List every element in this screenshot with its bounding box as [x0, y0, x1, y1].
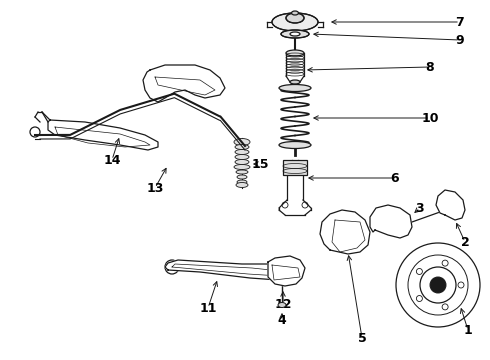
Ellipse shape	[235, 154, 249, 159]
Text: 15: 15	[251, 158, 269, 171]
Ellipse shape	[278, 302, 286, 307]
Polygon shape	[48, 120, 158, 150]
Ellipse shape	[237, 175, 247, 179]
Ellipse shape	[235, 149, 249, 154]
Ellipse shape	[290, 80, 300, 84]
Ellipse shape	[235, 144, 249, 149]
Ellipse shape	[290, 32, 300, 36]
Text: 12: 12	[274, 298, 292, 311]
Ellipse shape	[286, 50, 304, 56]
Polygon shape	[370, 205, 412, 238]
Ellipse shape	[279, 141, 311, 149]
Ellipse shape	[234, 139, 250, 145]
Text: 7: 7	[456, 15, 465, 28]
Text: 1: 1	[464, 324, 472, 337]
Ellipse shape	[236, 170, 248, 174]
Polygon shape	[165, 260, 288, 280]
Ellipse shape	[237, 180, 247, 184]
Text: 11: 11	[199, 302, 217, 315]
Ellipse shape	[235, 159, 249, 165]
Polygon shape	[268, 256, 305, 286]
Text: 4: 4	[278, 314, 286, 327]
Polygon shape	[436, 190, 465, 220]
Text: 5: 5	[358, 332, 367, 345]
Text: 6: 6	[391, 171, 399, 185]
Ellipse shape	[234, 165, 250, 170]
Bar	[283, 160, 307, 175]
Text: 3: 3	[416, 202, 424, 215]
Circle shape	[430, 277, 446, 293]
Ellipse shape	[281, 30, 309, 38]
Polygon shape	[143, 65, 225, 102]
Ellipse shape	[236, 183, 248, 188]
Text: 10: 10	[421, 112, 439, 125]
Text: 14: 14	[103, 153, 121, 166]
Polygon shape	[320, 210, 370, 254]
Ellipse shape	[286, 13, 304, 23]
Ellipse shape	[279, 85, 311, 91]
Text: 9: 9	[456, 33, 465, 46]
Text: 13: 13	[147, 181, 164, 194]
Ellipse shape	[292, 11, 298, 15]
Ellipse shape	[272, 13, 318, 31]
Text: 2: 2	[461, 235, 469, 248]
Text: 8: 8	[426, 60, 434, 73]
